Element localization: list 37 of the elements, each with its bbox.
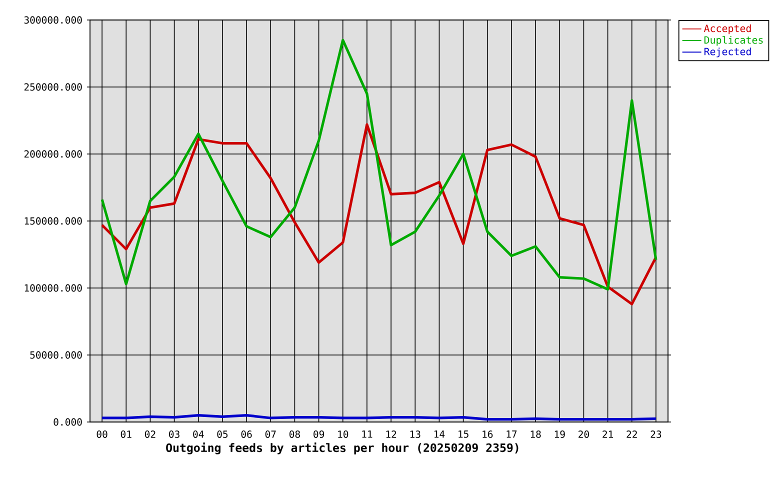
x-tick-label: 18 xyxy=(530,430,541,438)
y-tick-label: 200000.000 xyxy=(24,150,82,158)
x-tick-label: 14 xyxy=(434,430,445,438)
legend-label: Rejected xyxy=(704,48,751,58)
line-series xyxy=(100,123,658,306)
y-tick-label: 250000.000 xyxy=(24,83,82,91)
x-tick-label: 11 xyxy=(362,430,372,438)
x-tick-label: 04 xyxy=(193,430,204,438)
x-tick-label: 08 xyxy=(289,430,300,438)
y-tick-label: 150000.000 xyxy=(24,217,82,225)
x-tick-label: 05 xyxy=(217,430,228,438)
x-tick-label: 06 xyxy=(241,430,252,438)
y-tick-label: 300000.000 xyxy=(24,16,82,24)
x-tick-label: 10 xyxy=(338,430,348,438)
x-tick-label: 23 xyxy=(650,430,662,438)
y-tick-label: 0.000 xyxy=(54,418,82,426)
x-tick-label: 21 xyxy=(602,430,614,438)
legend-label: Accepted xyxy=(704,24,751,34)
line-series xyxy=(100,38,658,291)
y-tick-label: 100000.000 xyxy=(24,284,82,292)
x-tick-label: 16 xyxy=(482,430,493,438)
x-tick-label: 12 xyxy=(386,430,396,438)
x-tick-label: 19 xyxy=(554,430,565,438)
x-tick-label: 00 xyxy=(96,430,108,438)
y-tick-label: 50000.000 xyxy=(30,351,82,359)
x-tick-label: 17 xyxy=(506,430,517,438)
x-tick-label: 15 xyxy=(458,430,468,438)
x-tick-label: 20 xyxy=(578,430,589,438)
x-axis-title: Outgoing feeds by articles per hour (20250209 2359) xyxy=(166,442,518,454)
x-tick-label: 01 xyxy=(120,430,132,438)
legend-label: Duplicates xyxy=(704,36,763,46)
x-tick-label: 03 xyxy=(169,430,180,438)
x-tick-label: 22 xyxy=(626,430,637,438)
x-tick-label: 07 xyxy=(265,430,276,438)
x-tick-label: 13 xyxy=(410,430,420,438)
x-tick-label: 02 xyxy=(144,430,156,438)
x-tick-label: 09 xyxy=(314,430,324,438)
